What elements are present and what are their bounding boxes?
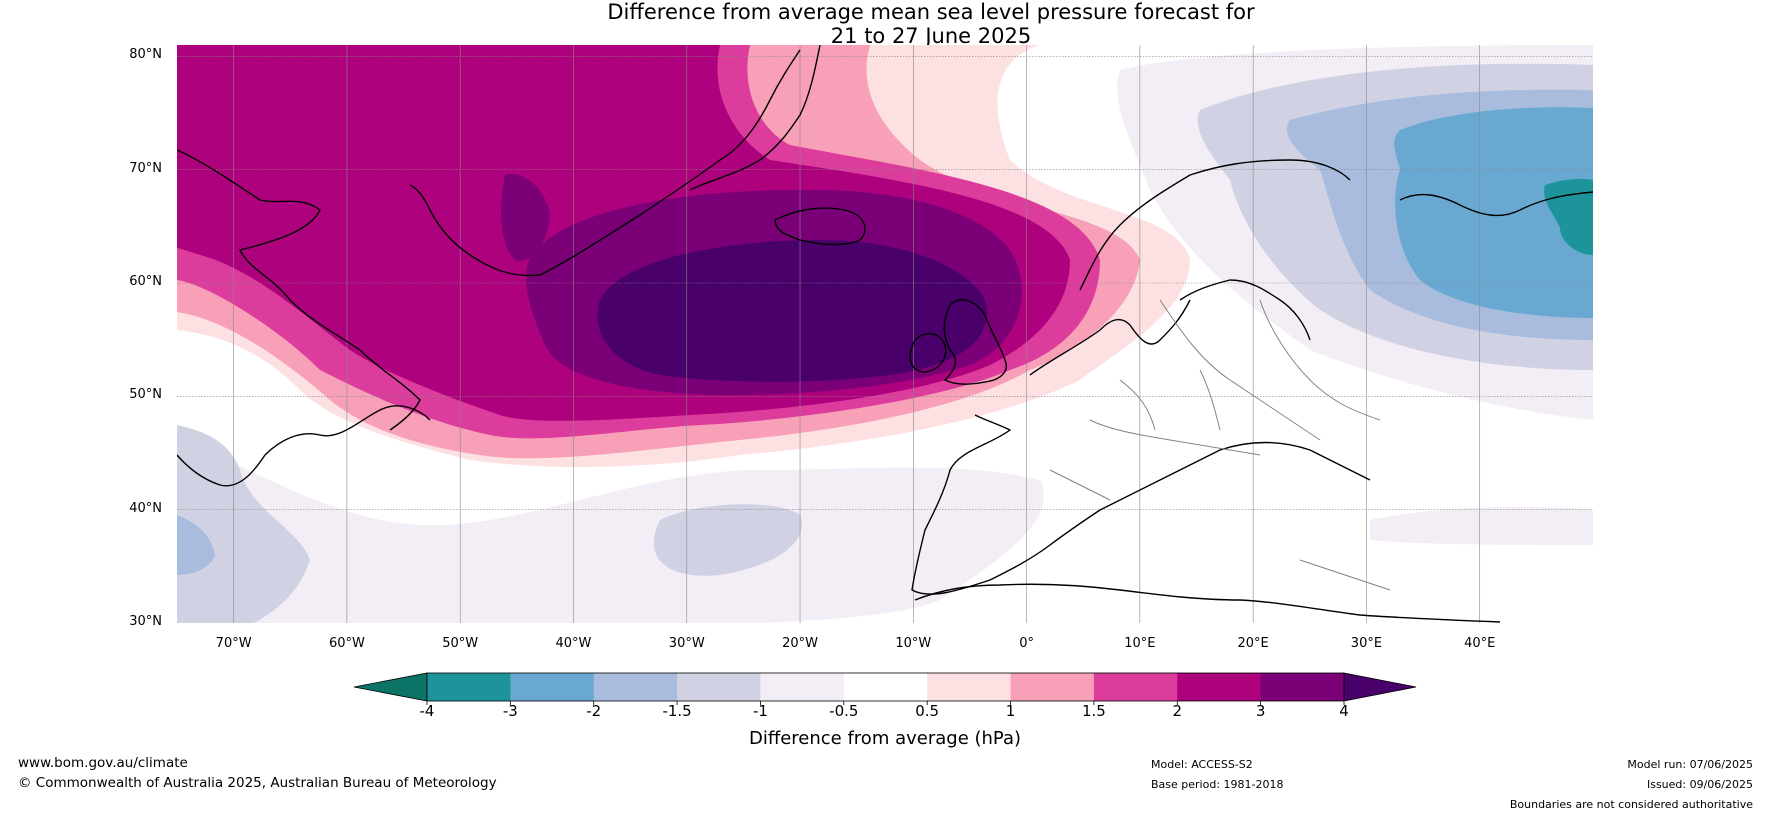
europe-coast <box>911 299 1371 595</box>
iceland-coast <box>774 207 866 246</box>
longitude-label: 20°W <box>782 636 818 651</box>
ireland-coast <box>909 333 947 373</box>
disclaimer-text: Boundaries are not considered authoritat… <box>1509 798 1753 811</box>
longitude-label: 20°E <box>1237 636 1269 651</box>
colorbar-bin <box>1260 673 1345 701</box>
website-link[interactable]: www.bom.gov.au/climate <box>18 755 188 771</box>
colorbar <box>353 672 1417 705</box>
colorbar-title: Difference from average (hPa) <box>748 728 1022 749</box>
colorbar-tick-label: 4 <box>1339 702 1349 720</box>
longitude-label: 10°E <box>1124 636 1156 651</box>
colorbar-tick-label: -2 <box>586 702 602 720</box>
colorbar-extend-above <box>1343 672 1417 702</box>
greenland-east-coast <box>689 45 821 191</box>
anomaly-minus-1.5-west <box>177 515 215 575</box>
colorbar-bin <box>1093 673 1178 701</box>
anomaly-plus-3-greenland <box>501 174 550 261</box>
norway-coast <box>1079 159 1351 291</box>
north-america-coast <box>177 405 431 487</box>
anomaly-minus-1-west <box>177 425 310 623</box>
colorbar-bin <box>1177 673 1262 701</box>
colorbar-tick-label: -0.5 <box>829 702 859 720</box>
colorbar-bin <box>760 673 845 701</box>
colorbar-tick-label: 1 <box>1005 702 1016 720</box>
positive-anomaly-north-atlantic <box>177 45 1190 467</box>
map-title: Difference from average mean sea level p… <box>0 0 1770 48</box>
colorbar-tick-label: -1.5 <box>662 702 692 720</box>
colorbar-tick-label: -4 <box>419 702 435 720</box>
colorbar-outline <box>426 672 1345 702</box>
latitude-label: 60°N <box>129 274 162 289</box>
colorbar-bin <box>1010 673 1095 701</box>
model-run-text: Model run: 07/06/2025 <box>1627 758 1753 771</box>
base-period-text: Base period: 1981-2018 <box>1151 778 1284 791</box>
longitude-label: 70°W <box>215 636 252 651</box>
longitude-label: 30°W <box>668 636 705 651</box>
colorbar-tick-label: -1 <box>752 702 768 720</box>
issued-text: Issued: 09/06/2025 <box>1646 778 1753 791</box>
latitude-label: 30°N <box>129 614 162 629</box>
anomaly-plus-4 <box>597 240 987 382</box>
copyright-text: © Commonwealth of Australia 2025, Austra… <box>18 775 497 791</box>
colorbar-tick-label: -3 <box>502 702 518 720</box>
colorbar-bin <box>927 673 1012 701</box>
colorbar-tick-label: 1.5 <box>1081 702 1106 720</box>
longitude-label: 40°W <box>555 636 592 651</box>
map-plot-area <box>177 45 1593 623</box>
colorbar-bin <box>843 673 928 701</box>
great-britain-coast <box>943 299 1007 385</box>
russia-arctic-coast <box>1399 191 1593 217</box>
model-text: Model: ACCESS-S2 <box>1151 758 1253 771</box>
anomaly-minus-2-east <box>1394 107 1593 318</box>
anomaly-minus-0.5 <box>177 440 1044 623</box>
colorbar-bin <box>593 673 678 701</box>
colorbar-bin <box>677 673 761 701</box>
gridlines <box>177 45 1593 623</box>
baltic-coast <box>1179 279 1311 341</box>
negative-anomaly-central-atlantic <box>177 440 1593 623</box>
title-line-2: 21 to 27 June 2025 <box>830 24 1032 48</box>
longitude-label: 50°W <box>442 636 479 651</box>
anomaly-minus-1 <box>653 504 802 576</box>
longitude-label: 60°W <box>328 636 365 651</box>
longitude-label: 40°E <box>1464 636 1496 651</box>
africa-coast <box>914 583 1501 623</box>
colorbar-tick-label: 0.5 <box>915 702 940 720</box>
coastlines <box>177 45 1593 623</box>
greenland-coast <box>177 49 801 431</box>
longitude-label: 10°W <box>895 636 932 651</box>
colorbar-bin <box>510 673 595 701</box>
latitude-label: 70°N <box>129 160 162 176</box>
colorbar-bin <box>427 673 511 701</box>
longitude-label: 0° <box>1019 636 1034 651</box>
latitude-label: 40°N <box>129 500 162 516</box>
colorbar-extend-below <box>353 672 428 702</box>
latitude-label: 50°N <box>129 387 162 403</box>
title-line-1: Difference from average mean sea level p… <box>607 0 1255 24</box>
latitude-label: 80°N <box>129 47 162 63</box>
colorbar-tick-label: 3 <box>1255 702 1266 720</box>
longitude-label: 30°E <box>1350 636 1383 651</box>
negative-anomaly-east-america <box>177 425 310 623</box>
anomaly-east-med <box>1370 507 1593 545</box>
country-borders <box>1049 299 1391 591</box>
colorbar-tick-label: 2 <box>1172 702 1183 720</box>
